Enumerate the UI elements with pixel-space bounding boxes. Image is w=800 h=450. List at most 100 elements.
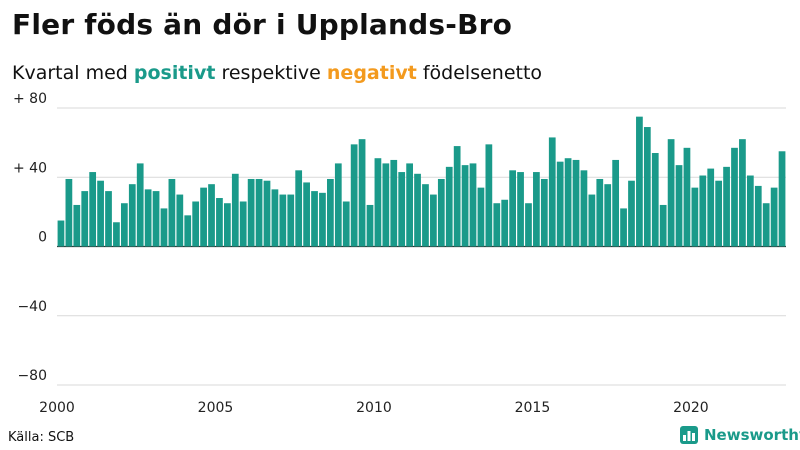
bar: [231, 173, 239, 247]
bar: [596, 178, 604, 247]
newsworthy-logo-icon: [680, 426, 698, 444]
x-tick-label: 2015: [515, 400, 551, 416]
bar: [715, 180, 723, 247]
bar: [612, 159, 620, 247]
bar: [739, 139, 746, 247]
bar: [89, 172, 97, 247]
bar: [120, 203, 128, 247]
bar: [374, 158, 382, 247]
bar: [643, 127, 651, 247]
bar: [580, 170, 588, 247]
brand-name: Newsworthy: [704, 426, 800, 444]
bar: [564, 158, 572, 247]
subtitle-prefix: Kvartal med: [12, 62, 134, 84]
bar: [113, 222, 120, 247]
bar: [445, 166, 453, 247]
subtitle-suffix: födelsenetto: [416, 62, 543, 84]
bar: [57, 220, 65, 247]
bar: [97, 180, 104, 247]
bar: [723, 166, 730, 247]
chart-subtitle: Kvartal med positivt respektive negativt…: [12, 62, 542, 84]
bar: [651, 153, 659, 247]
bar: [168, 178, 176, 247]
bar: [437, 178, 445, 247]
bar: [192, 201, 200, 247]
bar: [509, 170, 516, 247]
bar: [422, 184, 429, 247]
bar: [295, 170, 303, 247]
bar: [184, 215, 192, 247]
bar: [675, 165, 683, 247]
y-tick-label: −80: [17, 368, 47, 384]
bar: [628, 180, 635, 247]
bar: [414, 173, 421, 247]
bar: [540, 178, 548, 247]
bar: [485, 144, 493, 247]
bar: [406, 163, 413, 247]
bar: [636, 116, 643, 247]
bar: [136, 163, 144, 247]
bar: [707, 168, 715, 247]
bar: [778, 151, 786, 247]
y-tick-label: 0: [38, 230, 47, 246]
bar: [271, 189, 279, 247]
bar: [144, 189, 152, 247]
y-tick-label: + 40: [13, 160, 47, 176]
bar: [160, 208, 168, 247]
bar: [501, 199, 509, 247]
bar: [461, 165, 469, 247]
bar: [81, 191, 89, 247]
x-tick-label: 2000: [39, 400, 75, 416]
chart-title: Fler föds än dör i Upplands-Bro: [12, 8, 513, 41]
subtitle-positive: positivt: [133, 62, 216, 84]
bar: [762, 203, 770, 247]
bar: [659, 204, 667, 247]
bar: [152, 191, 160, 247]
bar: [430, 194, 437, 247]
bar: [588, 194, 596, 247]
bar: [556, 161, 564, 247]
bar: [279, 194, 287, 247]
x-tick-label: 2005: [198, 400, 234, 416]
bar: [770, 187, 778, 247]
bar: [667, 139, 675, 247]
bar: [691, 187, 699, 247]
x-tick-label: 2020: [673, 400, 709, 416]
bar: [224, 203, 231, 247]
bar: [358, 139, 366, 247]
bar: [263, 180, 271, 247]
bar: [327, 178, 334, 247]
bar: [477, 187, 485, 247]
bar: [517, 172, 524, 247]
bar: [303, 182, 310, 247]
bar: [350, 144, 358, 247]
bar: [65, 178, 73, 247]
bar: [319, 192, 326, 247]
y-tick-label: + 80: [13, 91, 47, 107]
bar: [453, 146, 461, 247]
brand-logo[interactable]: Newsworthy: [680, 426, 800, 444]
bar: [247, 178, 255, 247]
bar: [620, 208, 627, 247]
bar: [200, 187, 207, 247]
bar: [216, 198, 223, 247]
bar: [334, 163, 342, 247]
bar: [390, 159, 398, 247]
bar: [525, 203, 532, 247]
bar: [382, 163, 390, 247]
bar: [128, 184, 136, 247]
bar: [239, 201, 247, 247]
bar: [604, 184, 612, 247]
bar: [105, 191, 112, 247]
bar: [398, 172, 406, 247]
bar: [255, 178, 263, 247]
bar: [493, 203, 501, 247]
bar: [342, 201, 350, 247]
bar: [311, 191, 318, 247]
subtitle-middle: respektive: [215, 62, 327, 84]
bar: [699, 175, 707, 247]
bar: [731, 147, 738, 247]
x-tick-label: 2010: [356, 400, 392, 416]
bar: [176, 194, 184, 247]
